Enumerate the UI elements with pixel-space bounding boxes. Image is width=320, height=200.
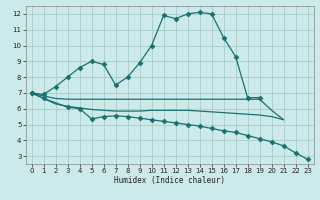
X-axis label: Humidex (Indice chaleur): Humidex (Indice chaleur) <box>114 176 225 185</box>
